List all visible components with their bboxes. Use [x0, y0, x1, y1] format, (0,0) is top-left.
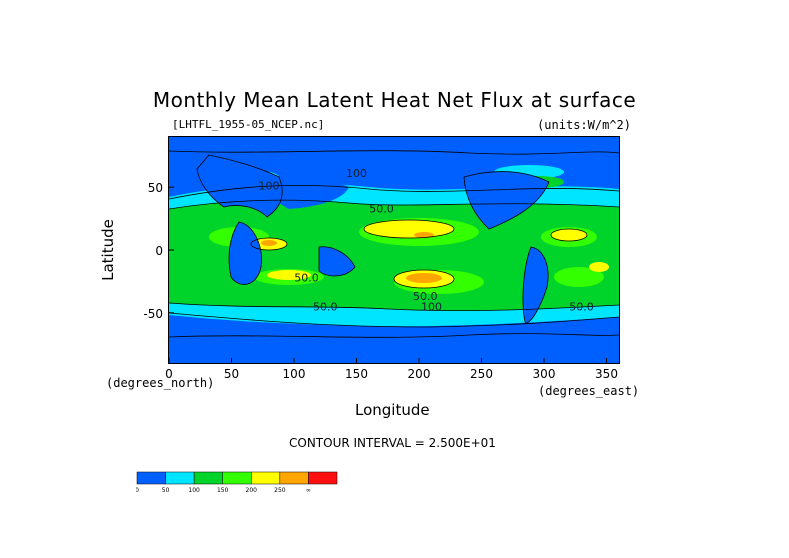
x-tick-label: 150 — [345, 367, 368, 381]
color-legend: 0 50 100 150 200 250 ∞ — [136, 471, 338, 494]
legend-swatch — [136, 471, 166, 485]
y-axis-unit: (degrees_north) — [106, 376, 215, 390]
contour-label: 100 — [421, 300, 442, 313]
contour-label: 50.0 — [413, 290, 438, 303]
contour-label: 50.0 — [569, 300, 594, 313]
contour-label: 100 — [346, 167, 367, 180]
legend-swatch — [308, 471, 338, 485]
chart-title: Monthly Mean Latent Heat Net Flux at sur… — [152, 88, 637, 112]
x-axis-unit: (degrees_east) — [538, 384, 640, 398]
x-tick-label: 50 — [224, 367, 239, 381]
legend-tick-label: 200 — [246, 487, 258, 494]
contour-label: 50.0 — [313, 300, 338, 313]
x-axis-label: Longitude — [355, 401, 430, 419]
y-tick-label: -50 — [143, 307, 163, 321]
x-tick-label: 200 — [408, 367, 431, 381]
contour-lines — [168, 150, 620, 338]
y-axis-label: Latitude — [99, 219, 117, 281]
contour-interval: CONTOUR INTERVAL = 2.500E+01 — [289, 436, 496, 450]
legend-tick-label: 250 — [274, 487, 286, 494]
legend-swatch — [222, 471, 252, 485]
band-200-250 — [261, 232, 442, 283]
x-tick-label: 350 — [595, 367, 618, 381]
legend-tick-label: 150 — [217, 487, 229, 494]
contour-label: 100 — [259, 180, 280, 193]
y-axis-ticks: 50 0 -50 — [143, 181, 174, 321]
y-tick-label: 0 — [155, 244, 163, 258]
contour-label: 50.0 — [369, 202, 394, 215]
y-tick-label: 50 — [148, 181, 163, 195]
x-tick-label: 300 — [533, 367, 556, 381]
axes: 0 50 100 150 200 250 300 350 50 0 -50 — [143, 181, 618, 381]
legend-tick-label: ∞ — [306, 487, 311, 494]
x-tick-label: 250 — [470, 367, 493, 381]
legend-swatch — [193, 471, 223, 485]
x-tick-label: 0 — [165, 367, 173, 381]
units-label: (units:W/m^2) — [537, 118, 631, 132]
arctic-band — [169, 137, 619, 151]
land-masses — [197, 155, 549, 323]
legend-swatch — [251, 471, 281, 485]
legend-tick-label: 50 — [162, 487, 170, 494]
plot-area: 100 100 50.0 50.0 50.0 100 50.0 50.0 — [168, 136, 620, 364]
x-tick-label: 100 — [283, 367, 306, 381]
file-label: [LHTFL_1955-05_NCEP.nc] — [172, 118, 325, 131]
contour-label: 50.0 — [294, 271, 319, 284]
legend-tick-label: 100 — [188, 487, 200, 494]
legend-swatch — [279, 471, 309, 485]
legend-swatch — [165, 471, 195, 485]
x-axis-ticks: 0 50 100 150 200 250 300 350 — [165, 358, 618, 381]
legend-tick-label: 0 — [136, 487, 139, 494]
